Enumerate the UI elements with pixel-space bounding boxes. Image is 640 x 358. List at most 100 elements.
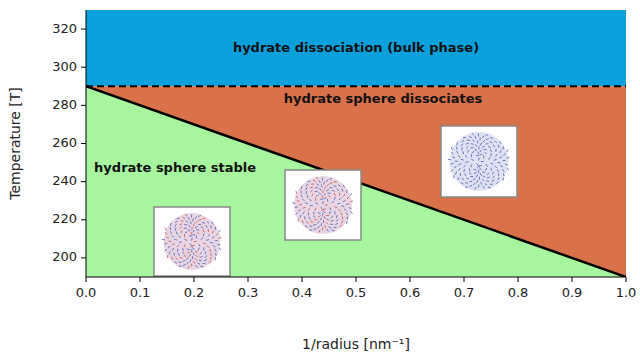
inset-bond: [455, 161, 458, 162]
inset-bond: [324, 193, 326, 195]
inset-bond: [184, 234, 185, 237]
y-tick: [81, 257, 86, 258]
inset-bond: [191, 264, 192, 267]
inset-bond: [481, 161, 484, 162]
inset-bond: [184, 224, 187, 226]
inset-bond: [219, 230, 221, 233]
inset-bond: [332, 230, 335, 232]
inset-bond: [215, 253, 217, 256]
inset-bond: [468, 150, 469, 153]
inset-bond: [341, 213, 342, 216]
y-tick-label: 280: [52, 97, 77, 112]
inset-bond: [507, 168, 509, 170]
inset-bond: [216, 233, 218, 235]
inset-bond: [167, 255, 168, 258]
inset-bond: [461, 144, 463, 147]
inset-bond: [192, 218, 193, 221]
inset-bond: [469, 181, 472, 183]
inset-bond: [305, 226, 308, 228]
inset-bond: [326, 222, 328, 224]
y-tick-label: 240: [52, 173, 77, 188]
inset-bond: [342, 189, 344, 192]
inset-bond: [327, 184, 329, 186]
inset-bond: [330, 224, 333, 225]
inset-bond: [215, 240, 218, 241]
y-tick: [81, 219, 86, 220]
inset-bond: [329, 227, 332, 229]
inset-bond: [322, 201, 324, 204]
region-sphere-dissociates: [86, 86, 626, 277]
inset-bond: [192, 234, 195, 236]
inset-bond: [309, 225, 312, 227]
inset-bond: [307, 195, 309, 198]
inset-bond: [188, 229, 191, 231]
inset-bond: [476, 180, 478, 183]
inset-bond: [308, 208, 310, 210]
inset-bond: [215, 249, 217, 251]
inset-bond: [191, 232, 192, 235]
inset-bond: [498, 162, 501, 163]
annotation: hydrate dissociation (bulk phase): [233, 40, 479, 55]
inset-bond: [490, 149, 491, 152]
x-axis-label: 1/radius [nm⁻¹]: [302, 336, 410, 352]
inset-bond: [177, 218, 180, 220]
inset-bond: [177, 249, 178, 252]
inset-bond: [206, 225, 208, 227]
inset-bond: [465, 155, 467, 157]
inset-bond: [341, 221, 342, 224]
x-tick: [140, 277, 141, 282]
inset-bond: [461, 159, 464, 161]
inset-bond: [208, 234, 210, 236]
inset-bond: [343, 200, 346, 201]
inset-bond: [321, 184, 323, 187]
region-sphere-stable: [86, 86, 626, 277]
inset-bond: [176, 232, 178, 235]
inset-bond: [330, 207, 331, 210]
inset-bond: [483, 186, 485, 188]
inset-bond: [332, 201, 334, 203]
inset-bond: [175, 224, 177, 227]
inset-bond: [492, 180, 495, 181]
inset-bond: [477, 166, 479, 168]
inset-bond: [486, 134, 488, 136]
inset-bond: [327, 193, 330, 194]
inset-bond: [219, 248, 221, 250]
inset-bond: [486, 180, 489, 181]
inset-bond: [195, 226, 198, 227]
inset-bond: [192, 227, 193, 230]
inset-bond: [179, 261, 182, 263]
inset-bond: [471, 159, 474, 161]
inset-bond: [316, 177, 318, 179]
inset-bond: [175, 221, 177, 223]
inset-bond: [200, 256, 203, 258]
inset-bond: [476, 155, 479, 156]
inset-bond: [318, 216, 321, 217]
inset-bond: [470, 147, 473, 148]
inset-bond: [186, 220, 188, 222]
inset-bond: [307, 181, 310, 183]
inset-bond: [310, 221, 313, 222]
inset-bond: [320, 218, 322, 221]
inset-bond: [316, 195, 319, 196]
inset-bond: [503, 153, 505, 155]
inset-bond: [299, 204, 302, 205]
inset-bond: [191, 215, 192, 218]
inset-bond: [194, 241, 197, 242]
inset-bond: [168, 241, 171, 242]
inset-bond: [195, 216, 197, 219]
inset-bond: [203, 218, 206, 219]
inset-bond: [507, 157, 510, 158]
inset-bond: [476, 175, 478, 178]
y-tick: [81, 29, 86, 30]
x-tick: [464, 277, 465, 282]
inset-bond: [495, 166, 497, 168]
inset-bond: [200, 252, 202, 254]
inset-bond: [503, 173, 505, 176]
annotation: hydrate sphere stable: [94, 160, 256, 175]
inset-bond: [326, 219, 329, 220]
inset-bond: [319, 180, 320, 183]
inset-bond: [329, 211, 331, 214]
inset-bond: [192, 256, 193, 259]
inset-bond: [170, 223, 172, 226]
inset-bond: [306, 221, 308, 223]
